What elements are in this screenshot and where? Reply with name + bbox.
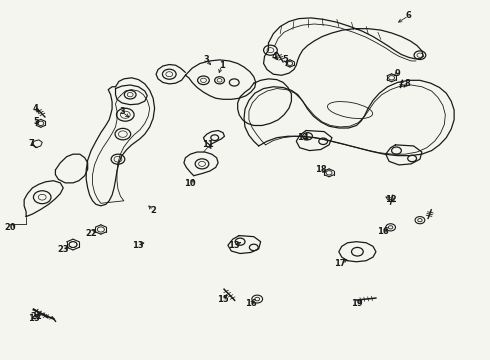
Text: 15: 15: [217, 294, 229, 303]
Text: 1: 1: [219, 61, 224, 70]
Text: 3: 3: [119, 107, 125, 116]
Text: 2: 2: [150, 206, 156, 215]
Text: 7: 7: [28, 139, 34, 148]
Text: 13: 13: [132, 241, 143, 250]
Text: 4: 4: [33, 104, 39, 113]
Text: 5: 5: [282, 55, 288, 64]
Text: 6: 6: [406, 11, 412, 20]
Text: 20: 20: [4, 223, 16, 232]
Text: 11: 11: [202, 140, 214, 149]
Text: 9: 9: [394, 69, 400, 78]
Text: 19: 19: [350, 299, 362, 308]
Text: 14: 14: [297, 133, 309, 142]
Text: 4: 4: [271, 52, 277, 61]
Text: 21: 21: [30, 312, 42, 321]
Text: 12: 12: [385, 195, 396, 204]
Text: 15: 15: [28, 314, 40, 323]
Text: 18: 18: [315, 166, 326, 175]
Text: 22: 22: [85, 229, 97, 238]
Text: 3: 3: [203, 55, 209, 64]
Text: 16: 16: [377, 228, 389, 237]
Text: 23: 23: [57, 246, 69, 255]
Text: 17: 17: [335, 259, 346, 268]
Text: 8: 8: [404, 80, 410, 89]
Text: 16: 16: [245, 299, 257, 308]
Text: 10: 10: [184, 179, 196, 188]
Text: 5: 5: [33, 117, 39, 126]
Text: 13: 13: [228, 241, 240, 250]
